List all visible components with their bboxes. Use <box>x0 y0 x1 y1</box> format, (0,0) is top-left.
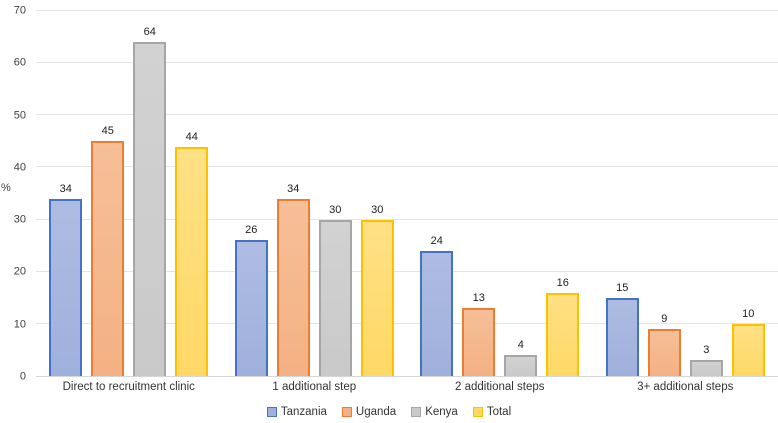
x-axis-category-label-2: 1 additional step <box>272 381 357 393</box>
bar-value-label: 26 <box>245 224 258 237</box>
legend-item-uganda: Uganda <box>341 406 397 418</box>
bar-kenya: 3 <box>689 345 723 376</box>
bar-group-4: 15 9 3 10 <box>593 11 778 376</box>
bar-tanzania: 15 <box>605 282 639 376</box>
y-axis-tick-40: 40 <box>13 161 26 174</box>
legend-label: Uganda <box>355 406 397 418</box>
bar-uganda: 13 <box>462 293 496 376</box>
legend-item-tanzania: Tanzania <box>266 406 327 418</box>
bar-total: 10 <box>731 308 765 376</box>
bar-group-3: 24 13 4 16 <box>407 11 593 376</box>
bar-uganda: 45 <box>91 126 125 376</box>
y-axis-tick-30: 30 <box>13 213 26 226</box>
y-axis-tick-70: 70 <box>13 4 26 17</box>
bar-value-label: 16 <box>556 276 569 289</box>
x-axis-category-label-1: Direct to recruitment clinic <box>62 381 195 393</box>
x-axis-category-label-4: 3+ additional steps <box>637 381 734 393</box>
legend: Tanzania Uganda Kenya Total <box>0 406 778 418</box>
y-axis-tick-10: 10 <box>13 318 26 331</box>
legend-label: Tanzania <box>280 406 327 418</box>
bar-kenya: 30 <box>318 204 352 376</box>
bar-groups: 34 45 64 44 26 34 30 30 24 13 4 16 15 9 3 10 <box>36 11 778 376</box>
bar-total: 16 <box>546 277 580 376</box>
bar-value-label: 64 <box>143 26 156 39</box>
bar-value-label: 45 <box>101 125 114 138</box>
bar-tanzania: 34 <box>49 183 83 376</box>
legend-item-total: Total <box>472 406 512 418</box>
bar-value-label: 3 <box>703 344 710 357</box>
bar-tanzania: 24 <box>420 235 454 376</box>
bar-value-label: 24 <box>430 234 443 247</box>
bar-uganda: 34 <box>276 183 310 376</box>
gridline-40 <box>36 166 778 168</box>
legend-swatch-total <box>472 407 483 417</box>
bar-value-label: 10 <box>742 307 755 320</box>
bar-value-label: 13 <box>472 292 485 305</box>
gridline-60 <box>36 62 778 64</box>
bar-value-label: 44 <box>185 130 198 143</box>
legend-label: Kenya <box>425 406 458 418</box>
plot-area: 34 45 64 44 26 34 30 30 24 13 4 16 15 9 3 10 <box>36 10 778 377</box>
x-axis-category-label-3: 2 additional steps <box>454 381 545 393</box>
bar-value-label: 30 <box>371 203 384 216</box>
bar-value-label: 9 <box>661 313 668 326</box>
y-axis-title: % <box>1 182 11 194</box>
legend-item-kenya: Kenya <box>411 406 458 418</box>
bar-total: 44 <box>175 131 209 376</box>
y-axis-tick-60: 60 <box>13 56 26 69</box>
bar-uganda: 9 <box>647 314 681 376</box>
x-axis: Direct to recruitment clinic 1 additional… <box>36 381 778 393</box>
bar-value-label: 30 <box>329 203 342 216</box>
y-axis: 0 10 20 30 40 50 60 70 <box>0 5 28 382</box>
bar-group-1: 34 45 64 44 <box>36 11 222 376</box>
bar-total: 30 <box>360 204 394 376</box>
bar-value-label: 34 <box>287 182 300 195</box>
bar-kenya: 64 <box>133 27 167 376</box>
bar-tanzania: 26 <box>234 225 268 376</box>
gridline-50 <box>36 114 778 116</box>
gridline-70 <box>36 10 778 11</box>
legend-swatch-kenya <box>411 407 422 417</box>
bar-value-label: 34 <box>59 182 72 195</box>
gridline-10 <box>36 322 778 324</box>
y-axis-tick-20: 20 <box>13 265 26 278</box>
legend-swatch-uganda <box>341 407 352 417</box>
legend-swatch-tanzania <box>266 407 277 417</box>
legend-label: Total <box>486 406 512 418</box>
gridline-20 <box>36 270 778 272</box>
bar-kenya: 4 <box>504 340 538 376</box>
gridline-30 <box>36 218 778 220</box>
y-axis-tick-50: 50 <box>13 109 26 122</box>
bar-value-label: 4 <box>517 339 524 352</box>
bar-group-2: 26 34 30 30 <box>222 11 408 376</box>
y-axis-tick-0: 0 <box>19 370 26 383</box>
bar-value-label: 15 <box>616 281 629 294</box>
